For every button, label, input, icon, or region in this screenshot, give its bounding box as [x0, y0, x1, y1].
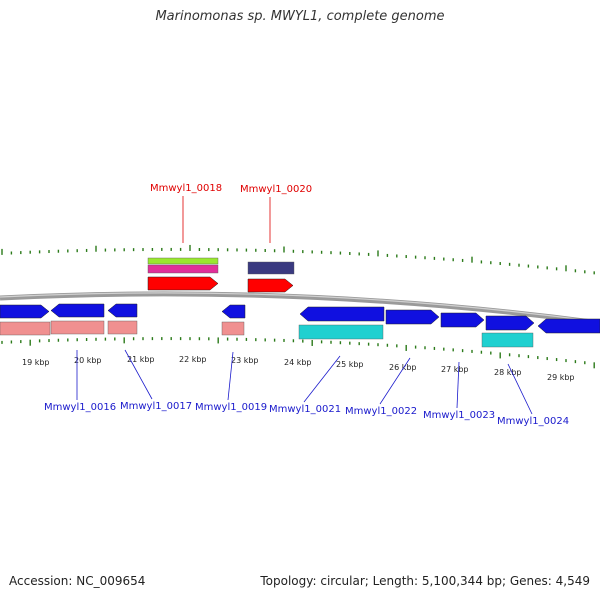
gene-arrow-0024 — [485, 315, 535, 331]
gene-arrow-0022 — [385, 309, 440, 325]
gene-arrow-0025 — [537, 318, 600, 334]
kbp-label: 29 kbp — [547, 373, 575, 382]
backbone-highlight — [0, 292, 600, 323]
bottom-leader-line — [227, 351, 234, 401]
bottom-leader-line — [303, 355, 341, 403]
gene-arrow-0017 — [50, 303, 105, 318]
gene-arrow-0021 — [299, 306, 385, 322]
top-gene-label: Mmwyl1_0018 — [150, 183, 222, 194]
feature-block-0020-navy — [247, 261, 295, 275]
bottom-gene-label: Mmwyl1_0021 — [269, 404, 341, 415]
bottom-gene-label: Mmwyl1_0022 — [345, 406, 417, 417]
genome-summary-text: Topology: circular; Length: 5,100,344 bp… — [260, 574, 590, 588]
gene-arrow-0023 — [440, 312, 485, 328]
map-title: Marinomonas sp. MWYL1, complete genome — [155, 9, 445, 24]
gene-arrow-0020-red — [247, 278, 294, 293]
bottom-gene-label: Mmwyl1_0024 — [497, 416, 569, 427]
top-gene-label: Mmwyl1_0020 — [240, 184, 312, 195]
feature-block-0018-pink — [147, 264, 219, 274]
bottom-leader-line — [379, 357, 411, 405]
feature-block-0017b — [107, 320, 138, 335]
kbp-label: 20 kbp — [74, 356, 102, 365]
kbp-label: 19 kbp — [22, 358, 50, 367]
bottom-gene-label: Mmwyl1_0023 — [423, 410, 495, 421]
feature-block-0018-lime — [147, 257, 219, 265]
accession-text: Accession: NC_009654 — [9, 574, 146, 588]
kbp-label: 21 kbp — [127, 355, 155, 364]
kbp-label: 24 kbp — [284, 358, 312, 367]
kbp-label: 26 kbp — [389, 363, 417, 372]
feature-block-0021 — [298, 324, 384, 340]
bottom-gene-label: Mmwyl1_0017 — [120, 401, 192, 412]
kbp-label: 22 kbp — [179, 355, 207, 364]
backbone-arc — [0, 291, 600, 326]
feature-block-0017 — [50, 320, 105, 335]
gene-arrow-0016 — [0, 304, 50, 319]
gene-arrow-0019 — [221, 304, 246, 319]
bottom-leader-line — [507, 363, 533, 415]
feature-block-0024 — [481, 332, 534, 348]
kbp-label: 25 kbp — [336, 360, 364, 369]
bottom-leader-line — [124, 349, 153, 400]
kbp-label: 27 kbp — [441, 365, 469, 374]
feature-block-0019 — [221, 321, 245, 336]
gene-arrow-0017b — [107, 303, 138, 318]
gene-arrow-0018-red — [147, 276, 219, 291]
kbp-label: 23 kbp — [231, 356, 259, 365]
bottom-leader-line — [456, 361, 460, 409]
bottom-gene-label: Mmwyl1_0019 — [195, 402, 267, 413]
bottom-gene-label: Mmwyl1_0016 — [44, 402, 116, 413]
kbp-label: 28 kbp — [494, 368, 522, 377]
feature-block-0016 — [0, 321, 51, 336]
